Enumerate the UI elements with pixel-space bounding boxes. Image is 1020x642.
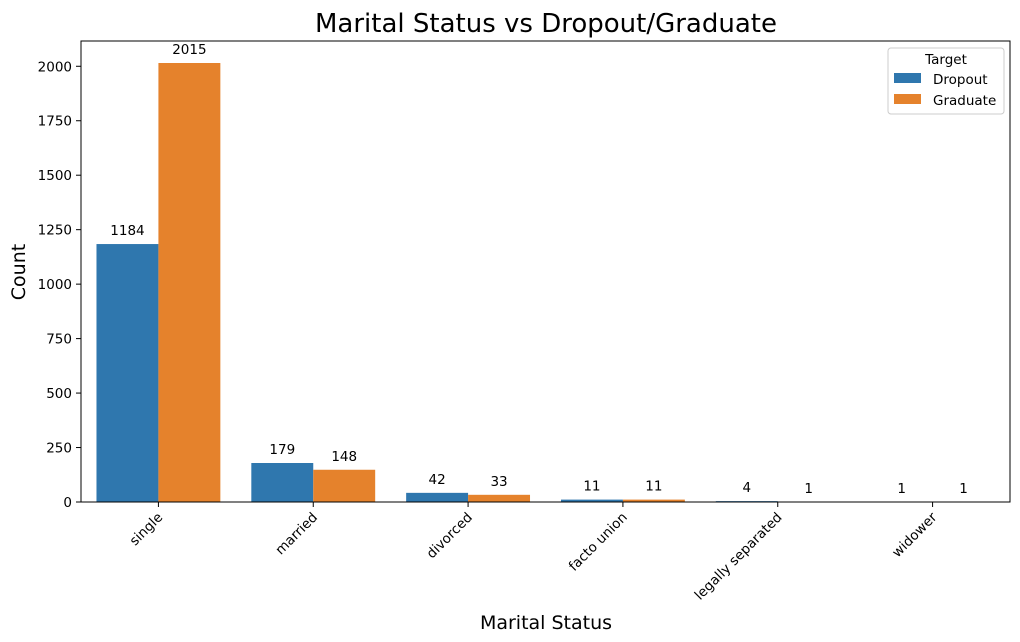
bar-graduate-divorced xyxy=(468,494,531,502)
x-tick-label-single: single xyxy=(127,510,167,550)
data-label-dropout-legally-separated: 4 xyxy=(742,480,751,496)
y-tick-label: 1250 xyxy=(38,223,72,239)
y-tick-label: 1000 xyxy=(38,277,72,293)
x-tick-label-legally-separated: legally separated xyxy=(692,510,786,604)
data-label-graduate-facto-union: 11 xyxy=(645,479,662,495)
data-label-graduate-single: 2015 xyxy=(172,42,206,58)
legend-swatch-graduate xyxy=(894,94,921,104)
legend-title: Target xyxy=(924,52,967,68)
x-tick-label-divorced: divorced xyxy=(423,510,475,562)
bar-dropout-single xyxy=(96,244,159,503)
y-tick-label: 500 xyxy=(46,386,72,402)
bar-graduate-married xyxy=(313,469,376,502)
legend-label-dropout: Dropout xyxy=(933,72,988,88)
data-label-graduate-married: 148 xyxy=(331,449,357,465)
x-tick-label-facto-union: facto union xyxy=(566,510,631,575)
data-label-graduate-widower: 1 xyxy=(959,481,968,497)
data-label-graduate-legally-separated: 1 xyxy=(804,481,813,497)
x-axis: single married divorced facto union legally … xyxy=(127,502,941,603)
x-tick-label-married: married xyxy=(272,510,321,559)
y-tick-label: 0 xyxy=(63,495,72,511)
legend-swatch-dropout xyxy=(894,73,921,83)
data-label-dropout-facto-union: 11 xyxy=(583,479,600,495)
y-tick-label: 2000 xyxy=(38,59,72,75)
bar-dropout-divorced xyxy=(406,492,469,502)
data-label-graduate-divorced: 33 xyxy=(490,474,507,490)
data-label-dropout-widower: 1 xyxy=(897,481,906,497)
x-axis-label: Marital Status xyxy=(480,612,612,634)
y-tick-label: 1750 xyxy=(38,114,72,130)
bar-graduate-single xyxy=(158,63,221,503)
bars-group xyxy=(96,63,995,503)
bar-graduate-facto-union xyxy=(622,499,685,502)
y-tick-label: 1500 xyxy=(38,168,72,184)
x-tick-label-widower: widower xyxy=(889,509,941,561)
data-label-dropout-married: 179 xyxy=(269,442,295,458)
plot-frame xyxy=(80,40,1011,503)
data-label-dropout-single: 1184 xyxy=(110,223,144,239)
legend-label-graduate: Graduate xyxy=(933,93,996,109)
legend: Target Dropout Graduate xyxy=(887,47,1005,115)
y-axis-label: Count xyxy=(8,244,30,300)
y-tick-label: 250 xyxy=(46,441,72,457)
bar-dropout-married xyxy=(251,463,314,502)
y-axis: 0 250 500 750 1000 1250 1500 1750 2000 xyxy=(38,59,81,511)
y-tick-label: 750 xyxy=(46,332,72,348)
chart-title: Marital Status vs Dropout/Graduate xyxy=(315,9,777,39)
bar-dropout-facto-union xyxy=(560,499,623,502)
data-label-dropout-divorced: 42 xyxy=(429,472,446,488)
